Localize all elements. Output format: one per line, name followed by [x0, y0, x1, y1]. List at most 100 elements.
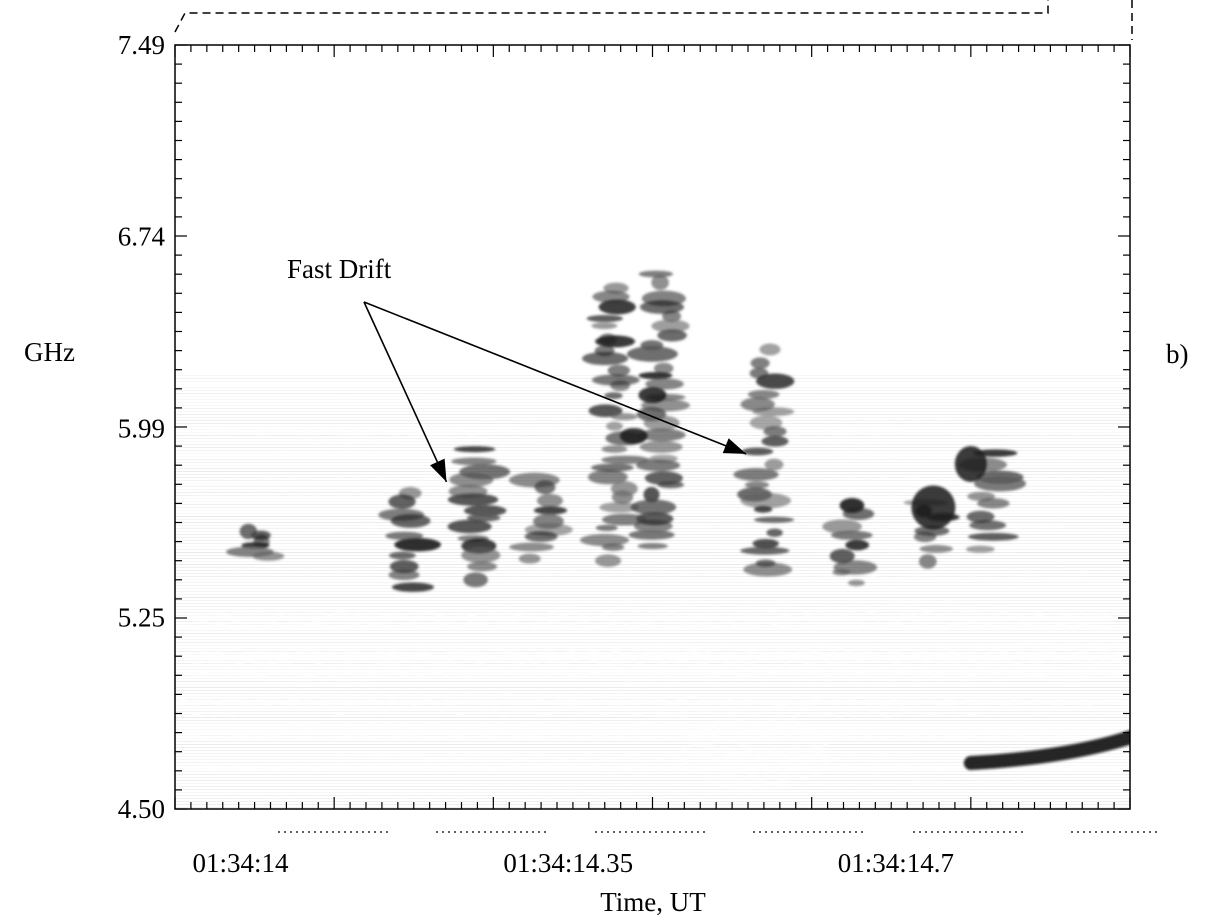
emission-band — [193, 493, 1130, 497]
background-row — [175, 567, 1130, 568]
burst-blob — [601, 445, 628, 453]
emission-band — [648, 655, 1028, 659]
x-tick-label: 01:34:14 — [193, 848, 290, 878]
background-row — [175, 690, 1130, 691]
burst-blob — [536, 493, 563, 508]
background-row — [175, 591, 1130, 592]
burst-blob — [601, 455, 650, 465]
background-row — [175, 780, 1130, 781]
emission-band — [902, 778, 1050, 781]
emission-band — [304, 705, 455, 709]
burst-blob — [633, 519, 673, 533]
burst-blob — [447, 519, 492, 534]
emission-band — [175, 733, 1130, 741]
background-row — [175, 750, 1130, 751]
burst-blob — [657, 329, 687, 342]
background-row — [175, 756, 1130, 757]
background-row — [175, 558, 1130, 559]
emission-band — [591, 679, 1087, 682]
burst-blob — [610, 413, 638, 421]
burst-blob — [388, 494, 416, 509]
burst-blob — [637, 543, 668, 550]
burst-blob — [974, 475, 1026, 492]
burst-blob — [626, 346, 678, 362]
burst-blob — [509, 542, 554, 552]
burst-blob — [847, 579, 865, 587]
burst-blob — [750, 357, 770, 369]
burst-blob — [601, 513, 647, 526]
background-row — [175, 789, 1130, 790]
burst-blob — [463, 505, 507, 517]
emission-band — [475, 712, 803, 714]
burst-blob — [461, 547, 501, 563]
burst-blob — [638, 428, 686, 442]
burst-blob — [913, 531, 937, 543]
emission-band — [175, 610, 1130, 619]
emission-band — [440, 650, 1124, 654]
emission-band — [175, 620, 1130, 630]
emission-band — [473, 419, 983, 423]
background-row — [175, 786, 1130, 787]
burst-blob — [638, 270, 674, 278]
burst-blob — [607, 364, 631, 377]
arrow-line — [363, 301, 448, 483]
arrow-head — [430, 458, 447, 482]
burst-blob — [453, 446, 496, 453]
background-row — [175, 795, 1130, 796]
x-tick-label: 01:34:14.35 — [503, 848, 633, 878]
burst-blob — [845, 539, 870, 551]
emission-band — [684, 454, 989, 458]
burst-blob — [645, 378, 684, 390]
background-row — [175, 603, 1130, 604]
burst-blob — [579, 534, 630, 547]
burst-blob — [390, 513, 431, 528]
burst-blob — [606, 421, 623, 431]
background-row — [175, 747, 1130, 748]
figure-dashed-frame — [174, 0, 1049, 33]
emission-band — [382, 645, 1020, 647]
burst-blob — [651, 319, 690, 333]
x-tick-labels: 01:34:14 01:34:14.35 01:34:14.7 — [193, 848, 955, 878]
background-row — [175, 741, 1130, 742]
burst-blob — [604, 392, 623, 400]
y-tick-label: 4.50 — [118, 794, 165, 824]
burst-blob — [635, 459, 681, 472]
burst-blob — [919, 544, 953, 553]
panel-label: b) — [1166, 339, 1189, 369]
background-row — [175, 792, 1130, 793]
background-row — [175, 564, 1130, 565]
emission-band — [241, 437, 845, 440]
burst-blob — [822, 519, 862, 534]
emission-band — [465, 606, 1066, 610]
y-tick-labels: 7.49 6.74 5.99 5.25 4.50 — [118, 30, 166, 824]
emission-band — [217, 570, 1130, 573]
background-row — [175, 687, 1130, 688]
emission-band — [468, 501, 1007, 505]
burst-blob — [385, 531, 424, 540]
burst-blob — [969, 520, 1007, 531]
emission-band — [209, 696, 837, 701]
emission-band — [175, 660, 1130, 667]
background-row — [175, 630, 1130, 631]
burst-blob — [598, 299, 636, 315]
background-row — [175, 783, 1130, 784]
burst-blob — [591, 322, 618, 330]
burst-blob — [389, 551, 416, 560]
emission-band — [207, 427, 905, 431]
background-row — [175, 555, 1130, 556]
burst-core — [954, 446, 987, 483]
burst-blob — [388, 569, 420, 581]
burst-blob — [764, 458, 784, 471]
arrow-line — [363, 301, 747, 455]
burst-blob — [752, 538, 779, 549]
burst-blob — [639, 440, 683, 453]
emission-band — [357, 709, 947, 712]
burst-blob — [829, 548, 855, 564]
background-row — [175, 732, 1130, 733]
background-row — [175, 678, 1130, 679]
burst-blob — [595, 524, 618, 532]
burst-blob — [763, 426, 787, 437]
burst-blob — [643, 486, 660, 503]
burst-blob — [968, 532, 1019, 541]
